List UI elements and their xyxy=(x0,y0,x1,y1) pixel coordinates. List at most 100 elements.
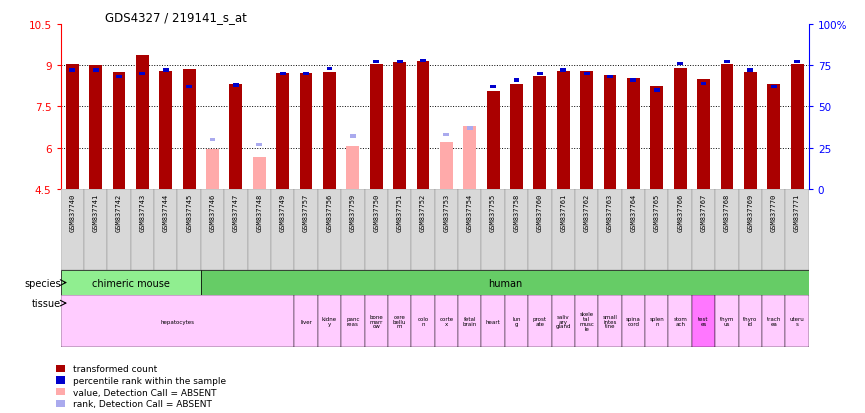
Text: colo
n: colo n xyxy=(417,316,428,326)
Text: kidne
y: kidne y xyxy=(322,316,337,326)
FancyBboxPatch shape xyxy=(364,296,388,347)
Text: GSM837759: GSM837759 xyxy=(349,194,356,232)
Text: thyro
id: thyro id xyxy=(743,316,758,326)
Bar xyxy=(514,79,519,83)
Bar xyxy=(93,69,99,73)
Bar xyxy=(420,59,426,63)
Bar xyxy=(303,73,309,76)
FancyBboxPatch shape xyxy=(599,296,622,347)
Bar xyxy=(580,71,593,190)
Bar xyxy=(631,79,637,83)
Bar xyxy=(183,70,195,190)
FancyBboxPatch shape xyxy=(622,190,645,270)
FancyBboxPatch shape xyxy=(645,190,669,270)
Bar xyxy=(350,135,356,138)
Bar xyxy=(136,56,149,190)
Text: GSM837758: GSM837758 xyxy=(514,194,520,232)
FancyBboxPatch shape xyxy=(762,296,785,347)
FancyBboxPatch shape xyxy=(294,296,317,347)
Text: trach
ea: trach ea xyxy=(766,316,781,326)
Text: GSM837742: GSM837742 xyxy=(116,194,122,232)
Bar xyxy=(279,73,285,76)
Bar xyxy=(537,73,543,76)
Text: GSM837761: GSM837761 xyxy=(561,194,567,232)
Text: GSM837744: GSM837744 xyxy=(163,194,169,232)
Bar xyxy=(604,76,617,190)
Text: GSM837743: GSM837743 xyxy=(139,194,145,232)
Bar xyxy=(139,73,145,76)
Bar xyxy=(627,78,640,190)
Text: GSM837746: GSM837746 xyxy=(209,194,215,232)
FancyBboxPatch shape xyxy=(154,190,177,270)
Bar xyxy=(394,63,406,190)
Text: GSM837741: GSM837741 xyxy=(93,194,99,232)
FancyBboxPatch shape xyxy=(692,296,715,347)
FancyBboxPatch shape xyxy=(458,190,482,270)
FancyBboxPatch shape xyxy=(645,296,669,347)
Bar xyxy=(159,71,172,190)
Bar xyxy=(253,158,266,190)
Bar xyxy=(276,74,289,190)
FancyBboxPatch shape xyxy=(61,296,294,347)
Bar xyxy=(510,85,523,190)
FancyBboxPatch shape xyxy=(505,296,529,347)
Text: splen
n: splen n xyxy=(650,316,664,326)
Bar xyxy=(299,74,312,190)
Bar xyxy=(323,73,336,190)
Text: hepatocytes: hepatocytes xyxy=(161,319,195,324)
Text: tissue: tissue xyxy=(31,298,61,309)
Text: spina
cord: spina cord xyxy=(626,316,641,326)
Bar xyxy=(66,64,79,190)
Text: saliv
ary
gland: saliv ary gland xyxy=(555,314,571,329)
Bar xyxy=(369,64,382,190)
Text: panc
reas: panc reas xyxy=(346,316,360,326)
FancyBboxPatch shape xyxy=(482,190,505,270)
FancyBboxPatch shape xyxy=(785,296,809,347)
Bar xyxy=(674,69,687,190)
Text: prost
ate: prost ate xyxy=(533,316,547,326)
Bar xyxy=(206,150,219,190)
Bar xyxy=(561,69,567,73)
Text: GSM837765: GSM837765 xyxy=(654,194,660,232)
Text: GSM837745: GSM837745 xyxy=(186,194,192,232)
Bar xyxy=(346,147,359,190)
Bar xyxy=(89,66,102,190)
Bar xyxy=(771,86,777,89)
FancyBboxPatch shape xyxy=(435,190,458,270)
FancyBboxPatch shape xyxy=(739,190,762,270)
FancyBboxPatch shape xyxy=(341,190,364,270)
FancyBboxPatch shape xyxy=(785,190,809,270)
Text: species: species xyxy=(24,278,61,288)
Text: stom
ach: stom ach xyxy=(673,316,687,326)
Text: cere
bellu
m: cere bellu m xyxy=(393,314,407,329)
FancyBboxPatch shape xyxy=(552,296,575,347)
FancyBboxPatch shape xyxy=(505,190,529,270)
Bar xyxy=(557,71,570,190)
Text: GSM837763: GSM837763 xyxy=(607,194,613,232)
FancyBboxPatch shape xyxy=(739,296,762,347)
Bar xyxy=(747,69,753,73)
Text: GSM837752: GSM837752 xyxy=(420,194,426,232)
Legend: transformed count, percentile rank within the sample, value, Detection Call = AB: transformed count, percentile rank withi… xyxy=(56,365,226,408)
FancyBboxPatch shape xyxy=(317,296,341,347)
Text: GSM837747: GSM837747 xyxy=(233,194,239,232)
Bar xyxy=(116,76,122,79)
Text: GSM837770: GSM837770 xyxy=(771,194,777,232)
Bar xyxy=(233,84,239,88)
Bar xyxy=(654,89,660,93)
Bar xyxy=(69,69,75,73)
FancyBboxPatch shape xyxy=(201,271,809,295)
Bar xyxy=(791,64,804,190)
FancyBboxPatch shape xyxy=(84,190,107,270)
FancyBboxPatch shape xyxy=(364,190,388,270)
FancyBboxPatch shape xyxy=(224,190,247,270)
FancyBboxPatch shape xyxy=(271,190,294,270)
FancyBboxPatch shape xyxy=(669,296,692,347)
FancyBboxPatch shape xyxy=(669,190,692,270)
Text: GSM837769: GSM837769 xyxy=(747,194,753,232)
Text: GSM837764: GSM837764 xyxy=(631,194,637,232)
Bar xyxy=(186,86,192,89)
Text: GSM837754: GSM837754 xyxy=(467,194,473,232)
FancyBboxPatch shape xyxy=(388,296,411,347)
FancyBboxPatch shape xyxy=(411,190,435,270)
